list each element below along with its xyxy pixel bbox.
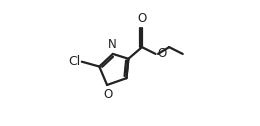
Text: Cl: Cl [68,55,80,68]
Text: O: O [103,88,112,101]
Text: O: O [157,47,166,60]
Text: O: O [137,12,147,25]
Text: N: N [108,38,117,51]
